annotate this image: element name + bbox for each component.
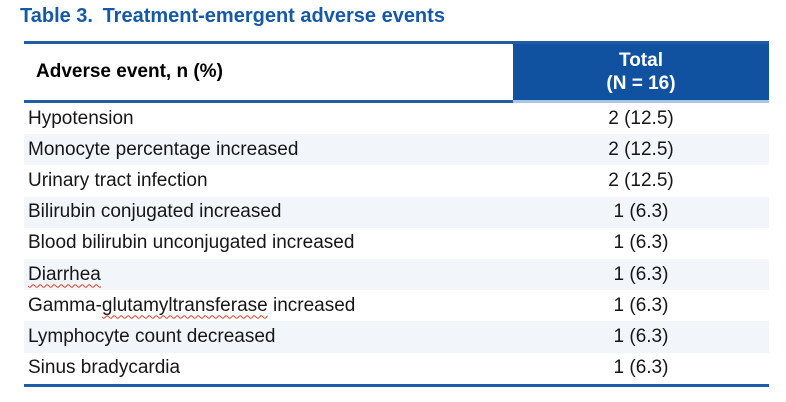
adverse-event-cell: Lymphocyte count decreased: [24, 326, 513, 348]
table-number: Table 3.: [20, 5, 93, 27]
table-row: Sinus bradycardia 1 (6.3): [24, 352, 769, 384]
adverse-event-cell: Hypotension: [24, 108, 513, 130]
table-row: Bilirubin conjugated increased 1 (6.3): [24, 196, 769, 228]
table-row: Lymphocyte count decreased 1 (6.3): [24, 321, 769, 353]
adverse-event-label: Lymphocyte count decreased: [28, 325, 276, 347]
table-row: Blood bilirubin unconjugated increased 1…: [24, 227, 769, 259]
adverse-event-cell: Monocyte percentage increased: [24, 139, 513, 161]
total-header-line1: Total: [619, 50, 663, 71]
adverse-event-label-misspelled: Diarrhea: [28, 263, 101, 285]
count-cell: 1 (6.3): [613, 294, 669, 316]
table-row: Gamma-glutamyltransferase increased 1 (6…: [24, 290, 769, 322]
adverse-event-cell: Diarrhea: [24, 264, 513, 286]
adverse-event-cell: Gamma-glutamyltransferase increased: [24, 295, 513, 317]
table-header-row: Adverse event, n (%) Total (N = 16): [24, 41, 769, 103]
table-caption: Treatment-emergent adverse events: [102, 5, 445, 27]
adverse-event-label: Blood bilirubin unconjugated increased: [28, 232, 355, 254]
count-cell: 2 (12.5): [608, 138, 674, 160]
adverse-event-label-suffix: increased: [267, 294, 356, 316]
table-row: Urinary tract infection 2 (12.5): [24, 165, 769, 197]
adverse-event-cell: Sinus bradycardia: [24, 357, 513, 379]
count-cell: 1 (6.3): [613, 325, 669, 347]
total-header-line2: (N = 16): [606, 73, 676, 94]
adverse-event-label: Hypotension: [28, 107, 134, 129]
adverse-event-label-prefix: Gamma-: [28, 294, 102, 316]
adverse-event-cell: Bilirubin conjugated increased: [24, 201, 513, 223]
column-header-total: Total (N = 16): [513, 44, 769, 103]
count-cell: 2 (12.5): [608, 169, 674, 191]
table-row: Hypotension 2 (12.5): [24, 103, 769, 135]
adverse-event-label: Urinary tract infection: [28, 169, 208, 191]
adverse-events-table: Adverse event, n (%) Total (N = 16) Hypo…: [24, 41, 769, 387]
count-cell: 1 (6.3): [613, 263, 669, 285]
adverse-event-label: Sinus bradycardia: [28, 357, 181, 379]
table-row: Monocyte percentage increased 2 (12.5): [24, 134, 769, 166]
count-cell: 2 (12.5): [608, 107, 674, 129]
column-header-adverse-event: Adverse event, n (%): [24, 44, 513, 103]
table-body: Hypotension 2 (12.5) Monocyte percentage…: [24, 103, 769, 387]
adverse-event-cell: Blood bilirubin unconjugated increased: [24, 232, 513, 254]
count-cell: 1 (6.3): [613, 232, 669, 254]
table-title: Table 3. Treatment-emergent adverse even…: [20, 5, 445, 28]
adverse-event-label: Monocyte percentage increased: [28, 138, 299, 160]
adverse-event-label-misspelled: glutamyltransferase: [101, 294, 268, 316]
table-row: Diarrhea 1 (6.3): [24, 258, 769, 291]
count-cell: 1 (6.3): [613, 357, 669, 379]
adverse-event-label: Bilirubin conjugated increased: [28, 201, 282, 223]
adverse-event-cell: Urinary tract infection: [24, 170, 513, 192]
count-cell: 1 (6.3): [613, 201, 669, 223]
